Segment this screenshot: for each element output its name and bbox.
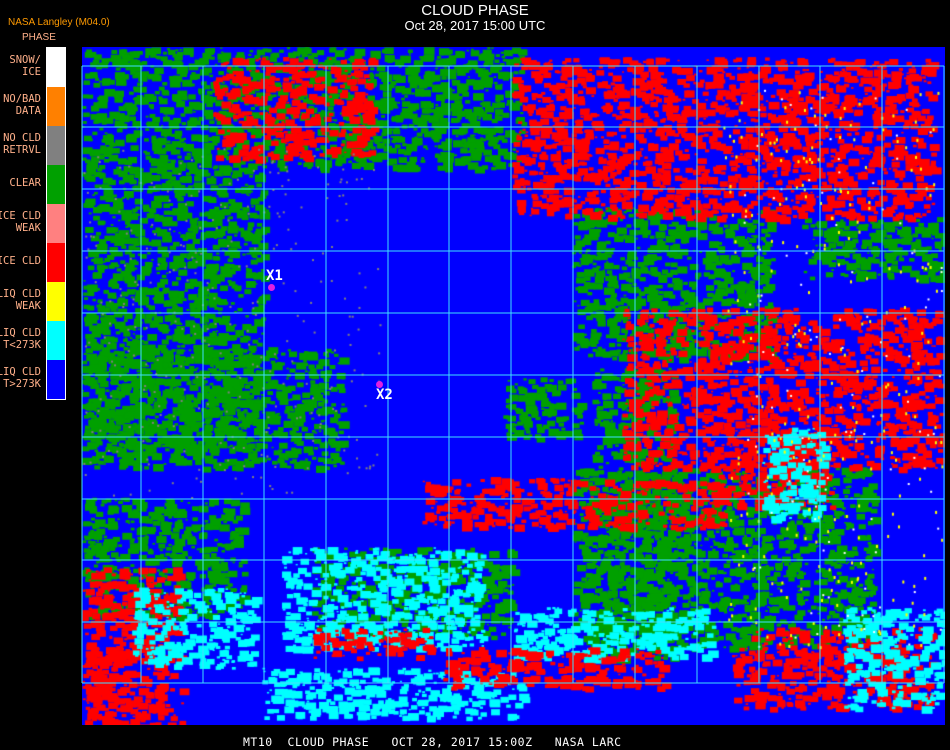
legend-label: SNOW/ ICE — [9, 54, 41, 78]
legend-label: CLEAR — [9, 177, 41, 189]
legend-swatch — [47, 321, 65, 360]
legend-label: NO/BAD DATA — [3, 93, 41, 117]
legend-swatch — [47, 126, 65, 165]
marker-x2-label: X2 — [376, 387, 393, 403]
legend-label: ICE CLD WEAK — [0, 210, 41, 234]
marker-x1-dot — [268, 284, 275, 291]
legend-label: LIQ CLD WEAK — [0, 288, 41, 312]
legend-swatch — [47, 204, 65, 243]
legend-label: LIQ CLD T<273K — [0, 327, 41, 351]
map-datetime: Oct 28, 2017 15:00 UTC — [404, 18, 546, 33]
legend-label: ICE CLD — [0, 255, 41, 267]
legend-label: NO CLD RETRVL — [3, 132, 41, 156]
cloud-phase-map — [82, 47, 945, 725]
marker-x2-dot — [376, 381, 383, 388]
legend-label: LIQ CLD T>273K — [0, 366, 41, 390]
marker-x1-label: X1 — [266, 268, 283, 284]
legend-swatch — [47, 165, 65, 204]
source-label: NASA Langley (M04.0) — [8, 17, 110, 28]
legend-swatch — [47, 87, 65, 126]
legend-swatch — [47, 360, 65, 399]
legend-title: PHASE — [22, 32, 56, 43]
legend-swatch — [47, 243, 65, 282]
footer-caption: MT10 CLOUD PHASE OCT 28, 2017 15:00Z NAS… — [243, 735, 622, 749]
legend-swatch — [47, 282, 65, 321]
map-title: CLOUD PHASE — [421, 2, 529, 19]
color-legend — [46, 47, 66, 400]
legend-swatch — [47, 48, 65, 87]
